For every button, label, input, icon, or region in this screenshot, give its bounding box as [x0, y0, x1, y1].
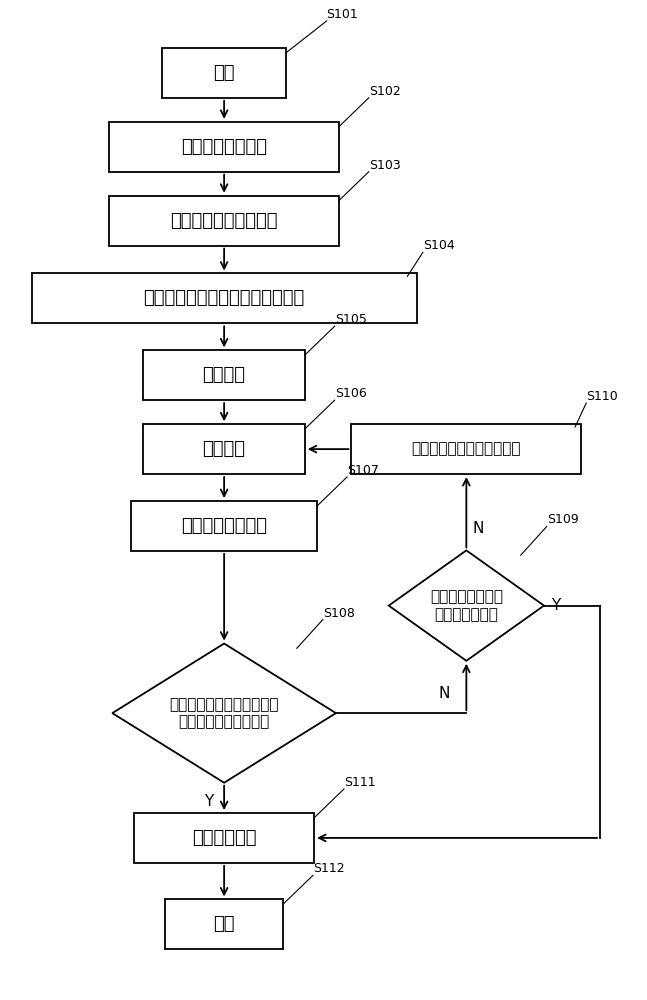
Text: 开始: 开始 — [214, 64, 235, 82]
Text: 设备停止运行: 设备停止运行 — [192, 829, 256, 847]
Text: S110: S110 — [586, 390, 618, 403]
Text: S107: S107 — [347, 464, 379, 477]
Text: S104: S104 — [423, 239, 455, 252]
Bar — [144, 350, 305, 400]
Bar — [165, 899, 283, 949]
Bar — [32, 273, 417, 323]
Text: Y: Y — [551, 598, 561, 613]
Text: S106: S106 — [334, 387, 366, 400]
Text: S101: S101 — [327, 8, 358, 21]
Text: S112: S112 — [313, 862, 345, 875]
Text: S102: S102 — [369, 85, 400, 98]
Text: 参数测量: 参数测量 — [203, 440, 246, 458]
Text: 实时调整设备运行控制参数: 实时调整设备运行控制参数 — [411, 442, 521, 457]
Bar — [162, 48, 286, 98]
Text: S105: S105 — [334, 313, 367, 326]
Text: S111: S111 — [344, 776, 376, 789]
Text: 确定并设定初始设备运行控制参数: 确定并设定初始设备运行控制参数 — [144, 289, 305, 307]
Bar — [131, 501, 317, 551]
Text: S108: S108 — [323, 607, 355, 620]
Text: N: N — [439, 686, 450, 701]
Bar — [351, 424, 581, 474]
Text: Y: Y — [204, 794, 214, 809]
Text: S109: S109 — [547, 513, 578, 526]
Bar — [134, 813, 314, 863]
Text: 设定状态参数范围要求: 设定状态参数范围要求 — [170, 212, 278, 230]
Polygon shape — [113, 644, 336, 783]
Text: 判断总气流焓值和表面热流
是否满足参数范围要求: 判断总气流焓值和表面热流 是否满足参数范围要求 — [170, 697, 279, 729]
Bar — [109, 196, 339, 246]
Text: 采集器采集并处理: 采集器采集并处理 — [181, 517, 267, 535]
Text: 结束: 结束 — [214, 915, 235, 933]
Bar — [144, 424, 305, 474]
Bar — [109, 122, 339, 172]
Text: 设定设备运行范围: 设定设备运行范围 — [181, 138, 267, 156]
Text: 设备运行: 设备运行 — [203, 366, 246, 384]
Polygon shape — [389, 550, 544, 661]
Text: S103: S103 — [369, 159, 400, 172]
Text: N: N — [472, 521, 484, 536]
Text: 判断设备运行时间
是否超出预设值: 判断设备运行时间 是否超出预设值 — [430, 589, 503, 622]
